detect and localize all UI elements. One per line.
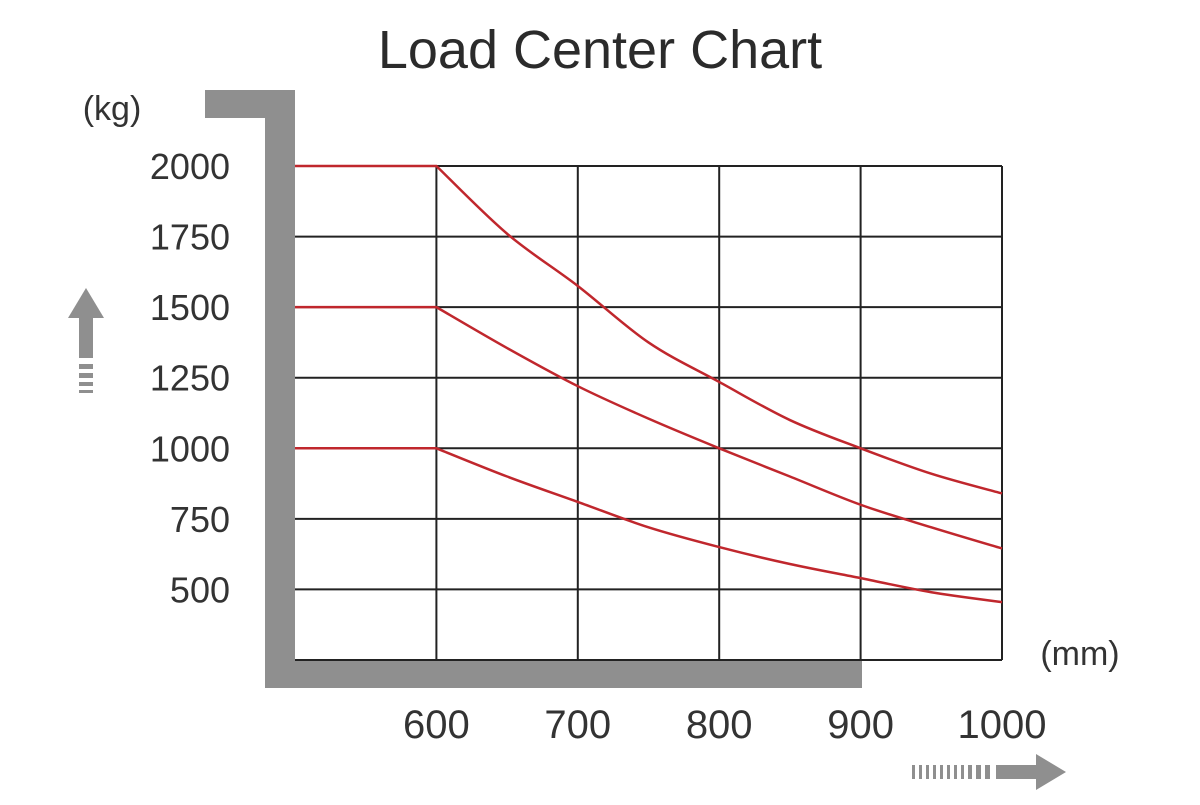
y-tick-label: 1500	[150, 287, 230, 328]
y-tick-label: 1000	[150, 428, 230, 469]
y-tick-label: 750	[170, 499, 230, 540]
x-tick-label: 600	[403, 703, 470, 747]
x-tick-label: 900	[827, 703, 894, 747]
y-direction-arrow-icon	[68, 288, 104, 393]
load-curve-2	[295, 305, 1003, 550]
x-tick-label: 700	[544, 703, 611, 747]
axis-bracket-decoration	[205, 90, 862, 688]
tick-labels: 500 750 1000 1250 1500 1750 2000 600 700 800 900 10…	[150, 146, 1047, 747]
x-tick-label: 800	[686, 703, 753, 747]
series-lines	[295, 164, 1003, 604]
y-tick-label: 2000	[150, 146, 230, 187]
y-tick-label: 500	[170, 569, 230, 610]
y-tick-label: 1750	[150, 217, 230, 258]
x-tick-label: 1000	[958, 703, 1047, 747]
load-curve-3	[295, 447, 1003, 604]
y-tick-label: 1250	[150, 358, 230, 399]
y-axis-label: (kg)	[83, 90, 142, 128]
chart-title: Load Center Chart	[378, 20, 822, 80]
x-axis-label: (mm)	[1040, 635, 1119, 673]
load-curve-1	[295, 164, 1003, 495]
x-direction-arrow-icon	[912, 754, 1066, 790]
